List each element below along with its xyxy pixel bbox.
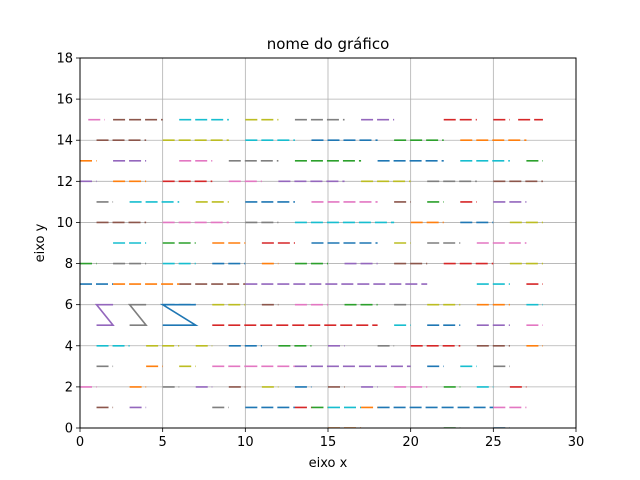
y-axis: 0 2 4 6 8 10 12 14 16 18 <box>56 52 80 437</box>
y-tick-label: 0 <box>65 422 73 437</box>
x-tick-label: 30 <box>568 435 585 450</box>
x-tick-label: 25 <box>485 435 502 450</box>
x-tick-label: 0 <box>76 435 84 450</box>
y-tick-label: 4 <box>65 339 73 354</box>
x-tick-label: 15 <box>320 435 337 450</box>
y-tick-label: 2 <box>65 380 73 395</box>
chart-title: nome do gráfico <box>267 35 390 53</box>
series-layer <box>80 118 543 428</box>
y-tick-label: 18 <box>56 52 73 67</box>
x-tick-label: 10 <box>237 435 254 450</box>
y-tick-label: 12 <box>56 175 73 190</box>
y-tick-label: 14 <box>56 134 73 149</box>
x-tick-label: 20 <box>402 435 419 450</box>
zigzag-series-line <box>159 303 199 327</box>
y-axis-label: eixo y <box>33 223 48 262</box>
y-tick-label: 6 <box>65 298 73 313</box>
x-axis: 0 5 10 15 20 25 30 <box>76 428 584 450</box>
y-tick-label: 16 <box>56 93 73 108</box>
x-tick-label: 5 <box>159 435 167 450</box>
y-tick-label: 10 <box>56 216 73 231</box>
zigzag-series-line <box>94 303 115 327</box>
x-axis-label: eixo x <box>309 456 348 471</box>
zigzag-series-line <box>127 303 148 327</box>
y-tick-label: 8 <box>65 257 73 272</box>
